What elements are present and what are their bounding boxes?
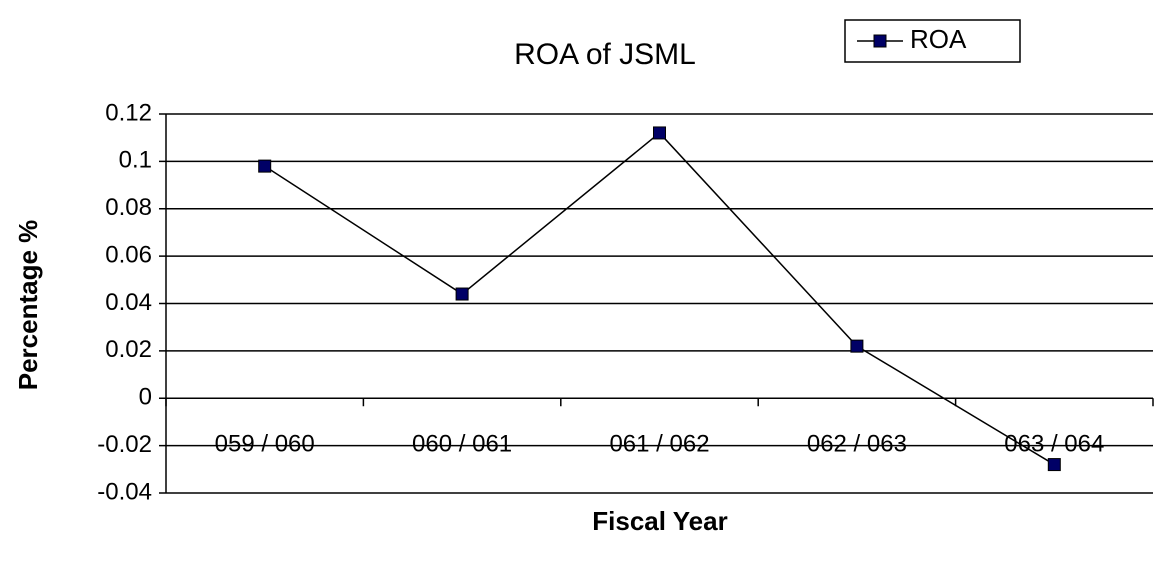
marker <box>258 159 272 173</box>
marker <box>1047 458 1061 472</box>
x-tick-label: 061 / 062 <box>609 431 709 458</box>
y-tick-label: 0 <box>139 384 152 411</box>
y-tick-label: 0.02 <box>105 336 152 363</box>
x-tick-label: 059 / 060 <box>215 431 315 458</box>
y-tick-label: 0.04 <box>105 289 152 316</box>
legend-marker <box>873 34 887 48</box>
y-tick-label: -0.04 <box>97 478 152 505</box>
y-tick-label: -0.02 <box>97 431 152 458</box>
series-line <box>264 131 1055 466</box>
y-tick-label: 0.1 <box>119 147 152 174</box>
y-axis-title: Percentage % <box>13 220 43 391</box>
legend-label: ROA <box>910 24 967 54</box>
marker <box>850 339 864 353</box>
marker <box>455 287 469 301</box>
marker <box>653 126 666 140</box>
x-axis-title: Fiscal Year <box>592 506 727 536</box>
x-tick-label: 062 / 063 <box>807 431 907 458</box>
chart-title: ROA of JSML <box>514 38 696 71</box>
y-tick-label: 0.06 <box>105 241 152 268</box>
x-tick-label: 060 / 061 <box>412 431 512 458</box>
y-tick-label: 0.12 <box>105 99 152 126</box>
y-tick-label: 0.08 <box>105 194 152 221</box>
